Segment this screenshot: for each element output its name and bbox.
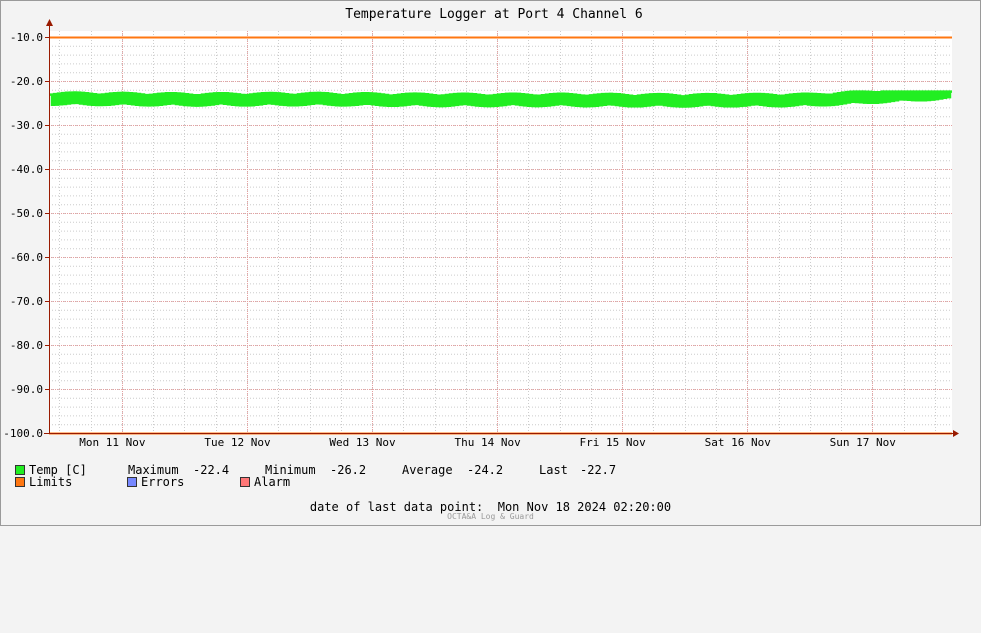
x-tick-label: Tue 12 Nov [204,436,271,449]
temperature-chart: Temperature Logger at Port 4 Channel 6 -… [3,7,959,449]
axes [44,19,959,437]
temp-line [50,90,952,108]
y-tick-label: -80.0 [10,339,43,352]
legend-item-alarm: Alarm [240,476,290,488]
y-tick-label: -10.0 [10,31,43,44]
legend-limits-label: Limits [29,475,73,489]
alarm-swatch [240,477,250,487]
y-axis-arrow [46,19,53,26]
y-tick-label: -90.0 [10,383,43,396]
x-axis-arrow [953,430,959,437]
legend-item-limits: Limits [15,476,72,488]
legend-alarm-label: Alarm [254,475,291,489]
x-tick-label: Fri 15 Nov [580,436,647,449]
x-tick-label: Wed 13 Nov [329,436,396,449]
y-tick-label: -60.0 [10,251,43,264]
y-axis-tick-labels: -10.0 -20.0 -30.0 -40.0 -50.0 -60.0 -70.0 -80.0… [3,31,43,440]
y-tick-label: -50.0 [10,207,43,220]
credit-watermark: OCTA&A Log & Guard [447,512,534,521]
y-tick-label: -40.0 [10,163,43,176]
x-tick-label: Mon 11 Nov [79,436,146,449]
x-tick-label: Sun 17 Nov [830,436,897,449]
legend-last-value: -22.7 [580,463,617,477]
legend-maximum-value: -22.4 [193,463,230,477]
legend-item-errors: Errors [127,476,184,488]
temp-swatch [15,465,25,475]
legend-average-value: -24.2 [467,463,504,477]
y-tick-label: -20.0 [10,75,43,88]
x-tick-label: Thu 14 Nov [454,436,521,449]
errors-swatch [127,477,137,487]
legend-last-label: Last [539,463,568,477]
temp-series [50,90,952,108]
legend-temp-label: Temp [C] [29,463,87,477]
legend: Temp [C] Maximum -22.4 Minimum -26.2 Ave… [15,464,975,494]
limits-swatch [15,477,25,487]
y-tick-label: -70.0 [10,295,43,308]
x-axis-tick-labels: Mon 11 Nov Tue 12 Nov Wed 13 Nov Thu 14 Nov… [79,436,896,449]
legend-maximum-label: Maximum [128,463,179,477]
legend-item-temp: Temp [C] [15,464,87,476]
legend-minimum-label: Minimum [265,463,316,477]
legend-errors-label: Errors [141,475,185,489]
x-tick-label: Sat 16 Nov [705,436,772,449]
y-tick-label: -30.0 [10,119,43,132]
last-data-point: date of last data point: Mon Nov 18 2024… [309,500,672,514]
legend-average-label: Average [402,463,453,477]
y-tick-label: -100.0 [3,427,43,440]
chart-title: Temperature Logger at Port 4 Channel 6 [345,7,642,22]
legend-minimum-value: -26.2 [330,463,367,477]
